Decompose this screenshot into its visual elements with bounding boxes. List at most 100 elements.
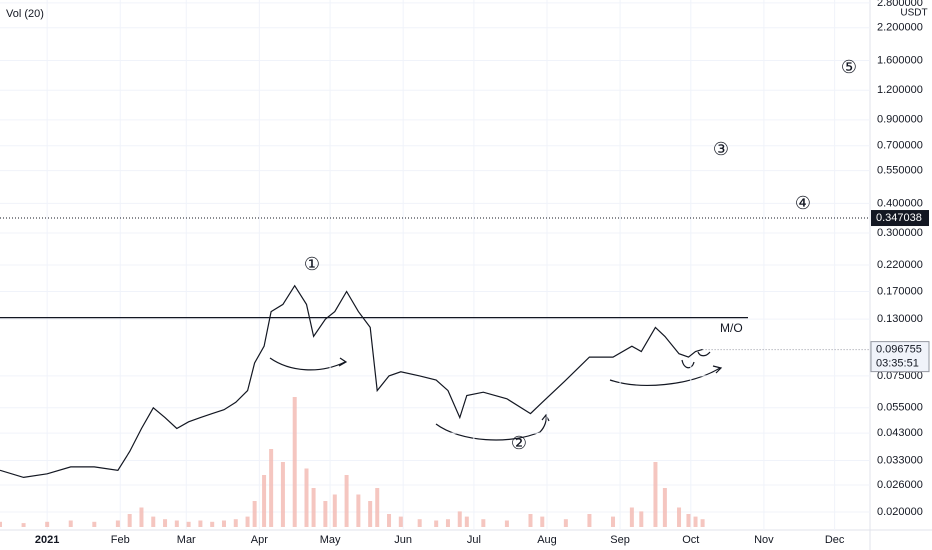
volume-bar bbox=[269, 449, 274, 527]
volume-bar bbox=[127, 514, 132, 527]
arc-drawing bbox=[269, 357, 348, 371]
volume-bar bbox=[368, 501, 373, 527]
volume-bar bbox=[262, 475, 267, 527]
price-tag bbox=[871, 210, 929, 227]
wave-label: ② bbox=[511, 433, 527, 453]
countdown: 03:35:51 bbox=[876, 358, 919, 370]
volume-bar bbox=[280, 462, 285, 527]
volume-bar bbox=[457, 511, 462, 527]
x-tick-label: Feb bbox=[111, 534, 130, 546]
y-tick-label: 0.130000 bbox=[877, 313, 923, 325]
volume-bar bbox=[464, 516, 469, 527]
x-tick-label: Aug bbox=[537, 534, 557, 546]
wave-label: ④ bbox=[795, 193, 811, 213]
volume-bar bbox=[45, 521, 50, 527]
volume-bar bbox=[445, 519, 450, 527]
y-tick-label: 0.055000 bbox=[877, 402, 923, 414]
volume-bar bbox=[245, 516, 250, 527]
volume-bar bbox=[693, 516, 698, 527]
y-tick-label: 0.300000 bbox=[877, 227, 923, 239]
volume-bar bbox=[639, 511, 644, 527]
volume-bar bbox=[387, 514, 392, 527]
y-tick-label: 0.026000 bbox=[877, 479, 923, 491]
volume-bar bbox=[563, 519, 568, 527]
volume-bar bbox=[662, 488, 667, 527]
volume-bar bbox=[344, 475, 349, 527]
y-tick-label: 2.200000 bbox=[877, 22, 923, 34]
volume-bar bbox=[198, 520, 203, 527]
y-tick-label: 0.033000 bbox=[877, 454, 923, 466]
volume-bar bbox=[434, 520, 439, 527]
last-price-tag bbox=[870, 341, 930, 373]
volume-bar bbox=[398, 516, 403, 527]
volume-bar bbox=[375, 488, 380, 527]
y-tick-label: 0.020000 bbox=[877, 506, 923, 518]
x-tick-label: Apr bbox=[251, 534, 268, 546]
volume-bar bbox=[174, 520, 179, 527]
y-tick-label: 1.600000 bbox=[877, 54, 923, 66]
y-tick-label: 0.220000 bbox=[877, 259, 923, 271]
volume-bar bbox=[653, 462, 658, 527]
price-line bbox=[0, 284, 703, 479]
x-tick-label: Jun bbox=[394, 534, 412, 546]
volume-bar bbox=[417, 519, 422, 527]
wave-label: ① bbox=[304, 254, 320, 274]
volume-bar bbox=[139, 507, 144, 527]
mo-label: M/O bbox=[720, 321, 743, 335]
plot bbox=[0, 0, 870, 530]
volume-bar bbox=[0, 521, 2, 527]
currency-label: USDT bbox=[900, 8, 927, 19]
volume-bar bbox=[528, 514, 533, 527]
y-tick-label: 0.550000 bbox=[877, 164, 923, 176]
volume-bar bbox=[481, 519, 486, 527]
volume-bar bbox=[186, 521, 191, 527]
indicator-label: Vol (20) bbox=[6, 8, 44, 20]
volume-bar bbox=[292, 397, 297, 527]
y-tick-label: 0.043000 bbox=[877, 427, 923, 439]
x-tick-label: Sep bbox=[610, 534, 630, 546]
volume-bar bbox=[540, 516, 545, 527]
volume-bar bbox=[587, 514, 592, 527]
y-tick-label: 0.700000 bbox=[877, 140, 923, 152]
x-tick-label: Mar bbox=[177, 534, 196, 546]
x-tick-label: Jul bbox=[467, 534, 481, 546]
volume-bar bbox=[92, 521, 97, 527]
x-tick-label: May bbox=[320, 534, 341, 546]
volume-bar bbox=[68, 520, 73, 527]
volume-bar bbox=[629, 507, 634, 527]
volume-bar bbox=[304, 468, 309, 527]
volume-bar bbox=[611, 516, 616, 527]
volume-bar bbox=[233, 519, 238, 527]
y-tick-label: 1.200000 bbox=[877, 84, 923, 96]
arc-drawing bbox=[681, 351, 711, 369]
y-tick-label: 0.075000 bbox=[877, 370, 923, 382]
volume-bar bbox=[686, 514, 691, 527]
volume-bar bbox=[21, 523, 26, 527]
price-tag-label: 0.347038 bbox=[876, 212, 922, 224]
x-tick-label: 2021 bbox=[35, 534, 59, 546]
volume-bar bbox=[210, 521, 215, 527]
last-price-label: 0.096755 bbox=[876, 344, 922, 356]
x-tick-label: Nov bbox=[754, 534, 774, 546]
y-tick-label: 0.900000 bbox=[877, 114, 923, 126]
volume-bar bbox=[221, 520, 226, 527]
volume-bar bbox=[356, 494, 361, 527]
volume-bar bbox=[311, 488, 316, 527]
y-tick-label: 0.170000 bbox=[877, 285, 923, 297]
volume-bar bbox=[252, 501, 257, 527]
volume-bar bbox=[163, 519, 168, 527]
x-tick-label: Dec bbox=[825, 534, 845, 546]
volume-bar bbox=[151, 516, 156, 527]
volume-bar bbox=[323, 501, 328, 527]
x-tick-label: Oct bbox=[682, 534, 699, 546]
volume-bar bbox=[677, 507, 682, 527]
volume-bar bbox=[504, 520, 509, 527]
y-tick-label: 2.800000 bbox=[877, 0, 923, 9]
volume-bar bbox=[700, 519, 705, 527]
y-tick-label: 0.400000 bbox=[877, 197, 923, 209]
wave-label: ⑤ bbox=[841, 57, 857, 77]
wave-label: ③ bbox=[713, 139, 729, 159]
volume-bar bbox=[115, 520, 120, 527]
